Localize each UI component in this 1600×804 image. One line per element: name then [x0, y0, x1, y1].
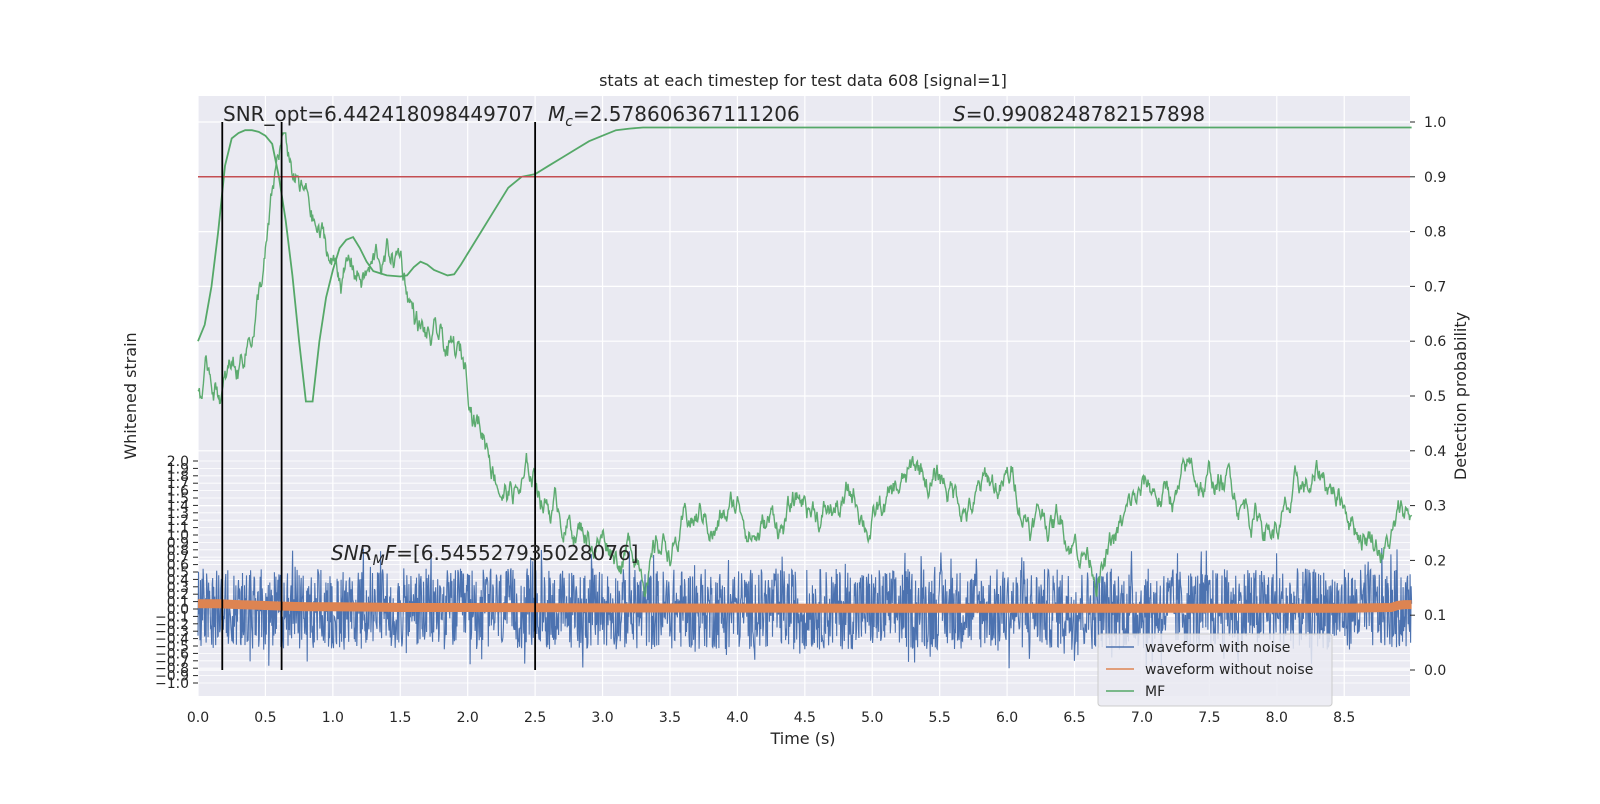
x-tick-label: 5.5 — [929, 710, 951, 726]
mc-annotation: Mc=2.578606367111206 — [548, 102, 800, 130]
y-left-tick-labels: −1.0−0.9−0.8−0.7−0.6−0.5−0.4−0.3−0.2−0.1… — [155, 454, 198, 692]
x-axis-label: Time (s) — [769, 729, 835, 748]
snr-mf-annotation: SNRMF=[6.545527935028076] — [331, 541, 639, 569]
y-left-tick-label: 0.6 — [167, 558, 189, 574]
y-right-tick-label: 0.6 — [1424, 334, 1446, 350]
y-left-tick-label: −0.7 — [155, 654, 189, 670]
y-left-tick-label: −0.3 — [155, 624, 189, 640]
y-left-tick-label: 1.8 — [167, 469, 189, 485]
y-left-tick-label: 0.4 — [167, 572, 189, 588]
y-left-tick-label: 1.0 — [167, 528, 189, 544]
x-tick-label: 7.0 — [1131, 710, 1153, 726]
x-tick-label: 2.0 — [457, 710, 479, 726]
y-left-tick-label: 1.7 — [167, 476, 189, 492]
y-left-tick-label: 1.1 — [167, 521, 189, 537]
chart-title: stats at each timestep for test data 608… — [599, 71, 1007, 90]
y-left-tick-label: 0.9 — [167, 535, 189, 551]
y-left-tick-label: −0.5 — [155, 639, 189, 655]
y-right-tick-label: 0.8 — [1424, 225, 1446, 241]
x-tick-label: 3.0 — [591, 710, 613, 726]
y-left-tick-label: −0.8 — [155, 661, 189, 677]
x-tick-labels: 0.0 0.5 1.0 1.5 2.0 2.5 3.0 3.5 4.0 4.5 5.0 5.5 6.0 6… — [187, 710, 1355, 726]
legend-label-noise: waveform with noise — [1145, 640, 1290, 656]
x-tick-label: 4.0 — [726, 710, 748, 726]
y-right-tick-label: 0.4 — [1424, 444, 1446, 460]
y-left-tick-label: 0.0 — [167, 602, 189, 618]
y-right-tick-label: 0.9 — [1424, 170, 1446, 186]
y-left-tick-label: 0.7 — [167, 550, 189, 566]
y-left-tick-label: −1.0 — [155, 676, 189, 692]
y-right-tick-label: 0.3 — [1424, 499, 1446, 515]
x-tick-label: 1.0 — [322, 710, 344, 726]
y-left-tick-label: −0.2 — [155, 617, 189, 633]
x-tick-label: 0.0 — [187, 710, 209, 726]
series-waveform-without-noise — [198, 599, 1412, 613]
y-left-axis-label: Whitened strain — [121, 332, 140, 459]
legend-box — [1097, 633, 1333, 707]
x-tick-label: 0.5 — [254, 710, 276, 726]
series-mf — [197, 126, 1412, 403]
y-left-tick-label: −0.4 — [155, 632, 189, 648]
y-left-tick-label: 0.3 — [167, 580, 189, 596]
y-left-tick-label: 2.0 — [167, 454, 189, 470]
y-left-tick-label: −0.9 — [155, 669, 189, 685]
y-left-tick-label: 0.1 — [167, 595, 189, 611]
legend: waveform with noise waveform without noi… — [1097, 633, 1333, 707]
x-tick-label: 1.5 — [389, 710, 411, 726]
y-right-tick-label: 0.1 — [1424, 608, 1446, 624]
y-right-tick-label: 0.0 — [1424, 663, 1446, 679]
y-left-tick-label: 0.5 — [167, 565, 189, 581]
x-tick-label: 8.0 — [1266, 710, 1288, 726]
x-tick-label: 7.5 — [1198, 710, 1220, 726]
y-right-tick-labels: 0.0 0.1 0.2 0.3 0.4 0.5 0.6 0.7 0.8 0.9 1.0 — [1410, 115, 1446, 679]
y-left-tick-label: 1.2 — [167, 513, 189, 529]
vertical-lines — [221, 122, 537, 670]
y-left-tick-label: 1.9 — [167, 461, 189, 477]
y-right-axis-label: Detection probability — [1451, 312, 1470, 480]
x-tick-label: 2.5 — [524, 710, 546, 726]
legend-label-clean: waveform without noise — [1145, 662, 1313, 678]
series-waveform-with-noise — [197, 547, 1413, 669]
x-tick-label: 8.5 — [1333, 710, 1355, 726]
y-left-tick-label: 0.8 — [167, 543, 189, 559]
s-annotation: S=0.9908248782157898 — [953, 102, 1205, 126]
y-left-tick-label: 1.6 — [167, 484, 189, 500]
y-right-tick-label: 0.7 — [1424, 279, 1446, 295]
x-tick-label: 5.0 — [861, 710, 883, 726]
y-left-tick-label: 0.2 — [167, 587, 189, 603]
legend-label-mf: MF — [1145, 684, 1165, 700]
x-tick-label: 4.5 — [794, 710, 816, 726]
x-tick-label: 3.5 — [659, 710, 681, 726]
y-left-tick-label: 1.4 — [167, 498, 189, 514]
x-tick-label: 6.0 — [996, 710, 1018, 726]
y-left-tick-label: 1.5 — [167, 491, 189, 507]
y-right-tick-label: 1.0 — [1424, 115, 1446, 131]
y-left-tick-label: −0.6 — [155, 646, 189, 662]
y-left-tick-label: −0.1 — [155, 609, 189, 625]
x-tick-label: 6.5 — [1063, 710, 1085, 726]
snr-opt-annotation: SNR_opt=6.442418098449707 — [223, 102, 534, 126]
series-mf-jitter — [197, 130, 1413, 598]
series-layer — [197, 126, 1413, 669]
y-right-tick-label: 0.2 — [1424, 553, 1446, 569]
y-left-tick-label: 1.3 — [167, 506, 189, 522]
y-right-tick-label: 0.5 — [1424, 389, 1446, 405]
